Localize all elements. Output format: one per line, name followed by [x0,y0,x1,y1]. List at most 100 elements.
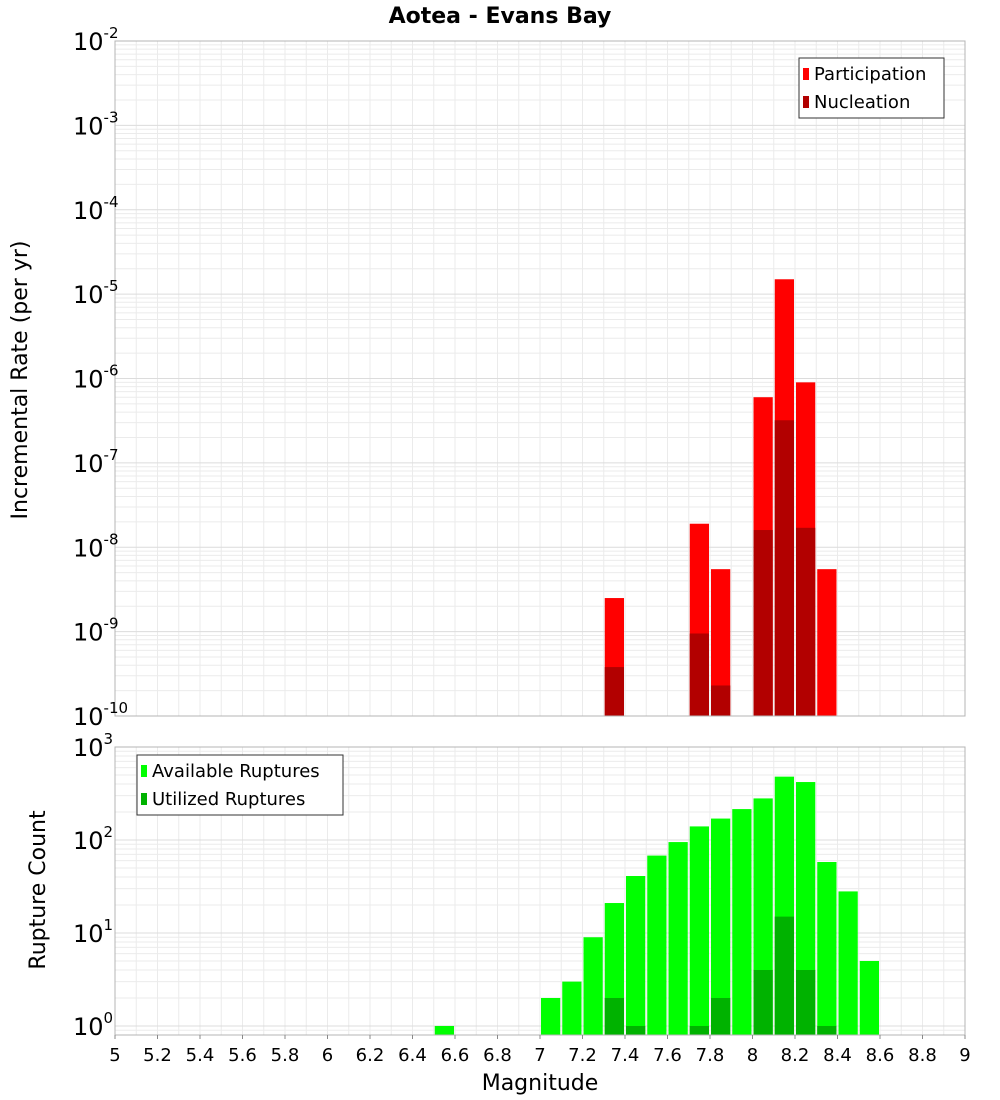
available-ruptures-bar [732,809,752,1035]
nucleation-bar [604,667,624,716]
y-tick-exponent: -3 [104,108,119,126]
utilized-ruptures-bar [604,997,624,1035]
legend-label: Nucleation [814,92,910,113]
legend-box [798,57,945,119]
x-tick-label: 7.4 [611,1045,640,1066]
x-axis-title-magnitude: Magnitude [482,1071,599,1096]
y-tick-label: 102 [73,823,113,855]
y-tick-base: 10 [73,920,104,948]
legend-box [136,754,344,816]
y-tick-exponent: -6 [104,362,119,380]
legend-swatch [141,793,147,805]
utilized-ruptures-bar [796,969,816,1035]
y-tick-exponent: 2 [104,823,114,841]
legend-swatch [803,96,809,108]
chart-title: Aotea - Evans Bay [389,4,612,29]
utilized-ruptures-bar [817,1025,837,1035]
x-tick-label: 8.4 [823,1045,852,1066]
utilized-ruptures-bar [626,1025,646,1035]
x-tick-label: 6.8 [483,1045,512,1066]
available-ruptures-bar [626,876,646,1035]
nucleation-bar [689,633,709,716]
y-tick-label: 10-5 [73,277,119,309]
y-tick-label: 10-6 [73,362,119,394]
utilized-ruptures-bar [753,969,773,1035]
y-tick-exponent: -2 [104,24,119,42]
x-tick-label: 5.8 [271,1045,300,1066]
available-ruptures-bar [859,960,879,1035]
x-tick-label: 6 [322,1045,333,1066]
legend-label: Utilized Ruptures [152,789,305,810]
y-axis-title-count: Rupture Count [26,810,51,970]
x-tick-label: 7 [534,1045,545,1066]
y-tick-base: 10 [73,534,104,562]
x-tick-label: 5.2 [143,1045,172,1066]
x-tick-label: 5.4 [186,1045,215,1066]
x-tick-label: 5 [109,1045,120,1066]
y-tick-exponent: -5 [104,277,119,295]
y-tick-base: 10 [73,197,104,225]
utilized-ruptures-bar [774,916,794,1035]
y-tick-base: 10 [73,703,104,731]
nucleation-bar [774,420,794,716]
available-ruptures-bar [583,937,603,1035]
plot-border [114,40,966,717]
available-ruptures-bar [541,997,561,1035]
y-tick-label: 10-8 [73,530,119,562]
y-tick-base: 10 [73,281,104,309]
y-tick-label: 10-7 [73,446,119,478]
available-ruptures-bar [647,855,667,1035]
y-tick-base: 10 [73,366,104,394]
y-tick-label: 10-9 [73,615,119,647]
y-tick-base: 10 [73,1013,104,1041]
x-tick-label: 8.8 [908,1045,937,1066]
available-ruptures-bar [711,818,731,1035]
y-tick-base: 10 [73,450,104,478]
y-tick-exponent: 3 [104,730,114,748]
x-tick-label: 8 [747,1045,758,1066]
x-tick-label: 8.6 [866,1045,895,1066]
y-tick-exponent: -8 [104,530,119,548]
y-axis-title-rate: Incremental Rate (per yr) [8,241,33,520]
y-tick-label: 103 [73,730,113,762]
y-tick-base: 10 [73,619,104,647]
legend-label: Participation [814,64,926,85]
y-tick-exponent: -4 [104,193,119,211]
y-tick-label: 10-4 [73,193,119,225]
participation-bar [817,569,837,716]
y-tick-exponent: -9 [104,615,119,633]
participation-bar [711,569,731,716]
available-ruptures-bar [817,861,837,1035]
x-tick-label: 6.2 [356,1045,385,1066]
x-tick-label: 8.2 [781,1045,810,1066]
available-ruptures-bar [689,826,709,1035]
legend-label: Available Ruptures [152,761,320,782]
x-tick-label: 6.6 [441,1045,470,1066]
x-tick-label: 5.6 [228,1045,257,1066]
nucleation-bar [796,527,816,716]
y-tick-label: 10-10 [73,699,128,731]
available-ruptures-bar [668,842,688,1035]
y-tick-exponent: 1 [104,916,114,934]
y-tick-label: 10-3 [73,108,119,140]
available-ruptures-bar [838,891,858,1035]
y-tick-base: 10 [73,112,104,140]
y-tick-exponent: -7 [104,446,119,464]
available-ruptures-bar [434,1025,454,1035]
x-tick-label: 7.8 [696,1045,725,1066]
available-ruptures-bar [562,981,582,1035]
utilized-ruptures-bar [689,1025,709,1035]
y-tick-label: 100 [73,1009,113,1041]
legend-swatch [141,765,147,777]
y-tick-base: 10 [73,827,104,855]
x-tick-label: 7.2 [568,1045,597,1066]
legend-swatch [803,68,809,80]
y-tick-label: 101 [73,916,113,948]
x-tick-label: 9 [959,1045,970,1066]
nucleation-bar [711,685,731,716]
nucleation-bar [753,530,773,716]
x-tick-label: 7.6 [653,1045,682,1066]
y-tick-label: 10-2 [73,24,119,56]
